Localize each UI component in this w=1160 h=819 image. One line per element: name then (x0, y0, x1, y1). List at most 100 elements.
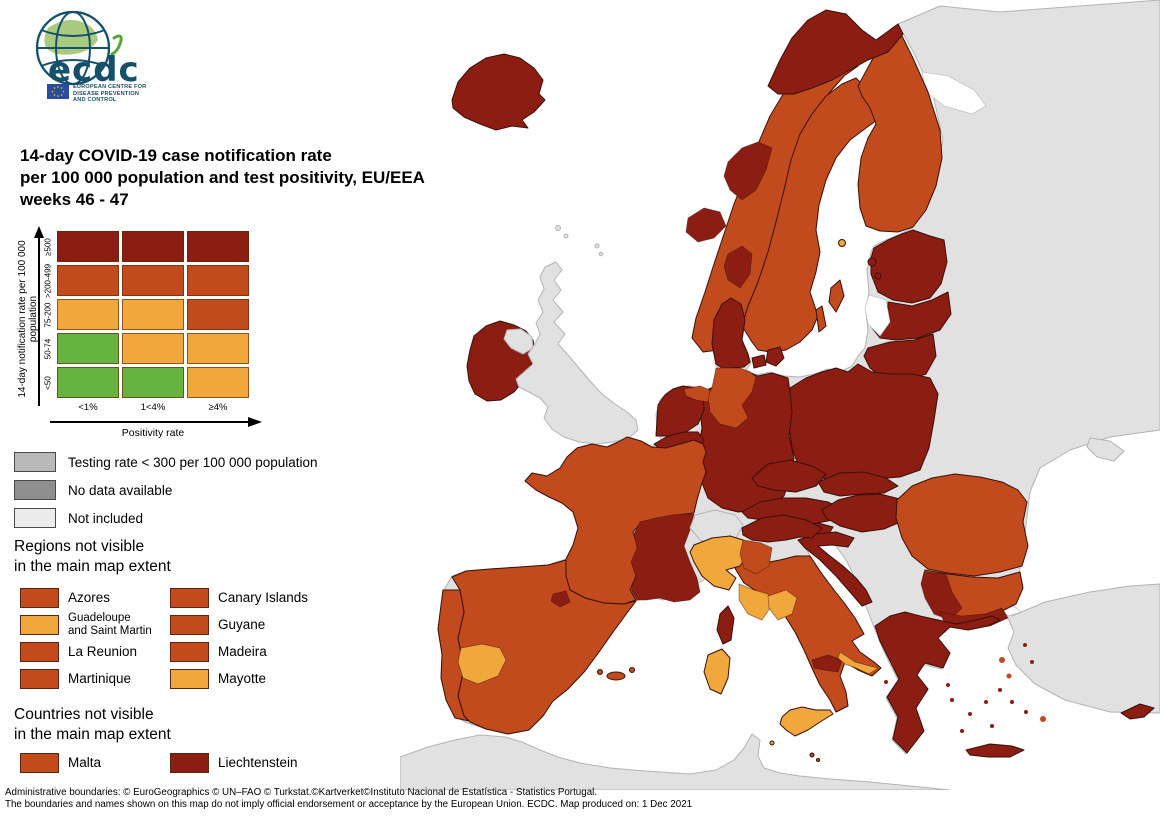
europe-map (400, 0, 1160, 790)
matrix-cell-r3c2 (187, 333, 249, 364)
status-swatch-1 (14, 480, 56, 500)
region-item-3: Guyane (170, 611, 360, 638)
map-france (524, 436, 707, 605)
map-crete (965, 743, 1025, 758)
region-label-5: Madeira (218, 644, 267, 659)
region-item-4: La Reunion (20, 638, 170, 665)
map-sardinia (703, 648, 731, 695)
matrix-row-label-2: 75-200 (43, 302, 53, 327)
map-faroe-islands (555, 225, 569, 239)
matrix-x-axis-label: Positivity rate (121, 427, 185, 439)
region-label-3: Guyane (218, 617, 266, 632)
map-oland (815, 305, 827, 333)
map-trondelag (723, 141, 773, 201)
country-swatch-0 (20, 752, 59, 773)
map-north-africa (400, 733, 951, 790)
map-aland (838, 239, 846, 247)
country-label-0: Malta (68, 755, 102, 770)
region-label-0: Azores (68, 590, 111, 605)
countries-section-heading: Countries not visible in the main map ex… (14, 706, 171, 743)
map-denmark-islands (751, 346, 785, 369)
region-item-5: Madeira (170, 638, 360, 665)
map-finland (857, 27, 943, 233)
matrix-cell-r2c0 (57, 299, 119, 330)
status-swatch-2 (14, 508, 56, 528)
map-oslo-region (723, 245, 753, 289)
ecdc-wordmark: ecdc (48, 50, 140, 90)
country-item-0: Malta (20, 749, 170, 776)
region-item-1: Canary Islands (170, 584, 360, 611)
map-corsica (716, 605, 735, 645)
map-sicily (779, 706, 834, 737)
map-more-og-romsdal (685, 207, 727, 243)
status-swatch-0 (14, 452, 56, 472)
region-item-0: Azores (20, 584, 170, 611)
country-swatch-1 (170, 752, 209, 773)
region-swatch-4 (20, 641, 59, 662)
map-iceland (451, 53, 546, 131)
map-apulia (837, 651, 879, 675)
map-crimea (1086, 437, 1125, 462)
matrix-cell-r2c2 (187, 299, 249, 330)
matrix-cell-r4c2 (187, 367, 249, 398)
map-poland (787, 363, 939, 481)
footer-line-1: Administrative boundaries: © EuroGeograp… (5, 787, 598, 798)
title-line-3: weeks 46 - 47 (20, 190, 129, 209)
matrix-cell-r1c2 (187, 265, 249, 296)
map-umbria-marche (767, 589, 798, 621)
map-sweden (741, 77, 878, 353)
matrix-cell-r3c1 (122, 333, 184, 364)
matrix-row-label-1: >200-499 (43, 263, 53, 298)
matrix-cell-r0c2 (187, 231, 249, 262)
regions-section-heading: Regions not visible in the main map exte… (14, 538, 171, 575)
map-spain (451, 559, 637, 735)
map-gotland (828, 279, 845, 313)
title-line-1: 14-day COVID-19 case notification rate (20, 146, 332, 165)
map-gulf-of-riga (864, 294, 891, 337)
region-swatch-0 (20, 587, 59, 608)
map-lithuania (863, 333, 937, 382)
map-basilicata (811, 654, 843, 673)
map-balearic-islands (597, 667, 635, 681)
region-item-7: Mayotte (170, 665, 360, 692)
regions-swatch-grid: Azores Canary Islands Guadeloupe and Saint… (20, 584, 380, 692)
matrix-row-label-4: <50 (43, 375, 53, 390)
map-great-britain (515, 261, 639, 445)
region-item-2: Guadeloupe and Saint Martin (20, 611, 170, 638)
status-label-2: Not included (68, 510, 144, 526)
map-malta (809, 752, 820, 762)
map-lombardy (739, 539, 773, 575)
status-label-1: No data available (68, 482, 173, 498)
map-extremadura (457, 643, 507, 685)
matrix-y-axis-arrow-icon (34, 226, 44, 406)
matrix-row-label-3: 50-74 (43, 338, 53, 359)
map-croatia (797, 531, 873, 607)
matrix-x-axis-arrow-icon (50, 417, 262, 427)
region-label-1: Canary Islands (218, 590, 309, 605)
map-footer: Administrative boundaries: © EuroGeograp… (5, 787, 692, 811)
map-italy-northwest (689, 535, 749, 591)
status-legend-row-0: Testing rate < 300 per 100 000 populatio… (14, 452, 318, 472)
region-swatch-3 (170, 614, 209, 635)
region-swatch-7 (170, 668, 209, 689)
matrix-cell-r4c1 (122, 367, 184, 398)
matrix-cell-r0c1 (122, 231, 184, 262)
ecdc-logo: ecdc EUROPEAN CENTRE FOR DISEASE PREVENT… (18, 6, 178, 106)
map-title: 14-day COVID-19 case notification rate p… (20, 145, 425, 211)
status-legend-row-2: Not included (14, 508, 318, 528)
ecdc-globe-icon (35, 10, 123, 86)
map-slovakia (817, 471, 899, 497)
region-swatch-1 (170, 587, 209, 608)
matrix-cell-r4c0 (57, 367, 119, 398)
map-navarra (550, 590, 571, 608)
title-line-2: per 100 000 population and test positivi… (20, 168, 425, 187)
matrix-col-labels: <1% 1<4% ≥4% (57, 402, 249, 413)
matrix-col-label-0: <1% (78, 402, 98, 413)
matrix-col-label-2: ≥4% (208, 402, 228, 413)
ecdc-org-name: EUROPEAN CENTRE FOR DISEASE PREVENTION A… (73, 84, 147, 103)
region-label-6: Martinique (68, 671, 132, 686)
countries-swatch-grid: Malta Liechtenstein (20, 749, 380, 776)
region-item-6: Martinique (20, 665, 170, 692)
country-item-1: Liechtenstein (170, 749, 360, 776)
